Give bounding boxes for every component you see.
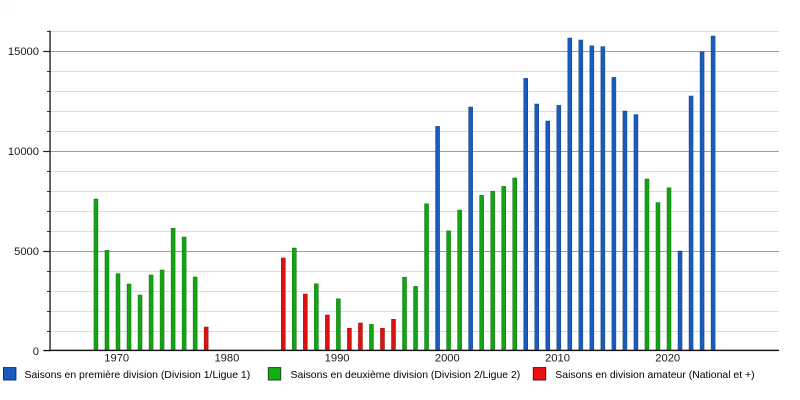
svg-text:1980: 1980 <box>214 353 239 365</box>
svg-text:15000: 15000 <box>8 46 39 58</box>
svg-text:5000: 5000 <box>14 246 39 258</box>
svg-text:10000: 10000 <box>8 146 39 158</box>
svg-text:1990: 1990 <box>325 353 350 365</box>
svg-text:Saisons en deuxième division (: Saisons en deuxième division (Division 2… <box>291 370 521 381</box>
svg-text:2020: 2020 <box>655 353 680 365</box>
svg-text:2010: 2010 <box>545 353 570 365</box>
svg-text:2000: 2000 <box>435 353 460 365</box>
svg-text:Saisons en division amateur (N: Saisons en division amateur (National et… <box>555 370 754 381</box>
svg-text:0: 0 <box>33 346 39 358</box>
svg-text:Saisons en première division (: Saisons en première division (Division 1… <box>25 370 251 381</box>
svg-text:1970: 1970 <box>104 353 129 365</box>
